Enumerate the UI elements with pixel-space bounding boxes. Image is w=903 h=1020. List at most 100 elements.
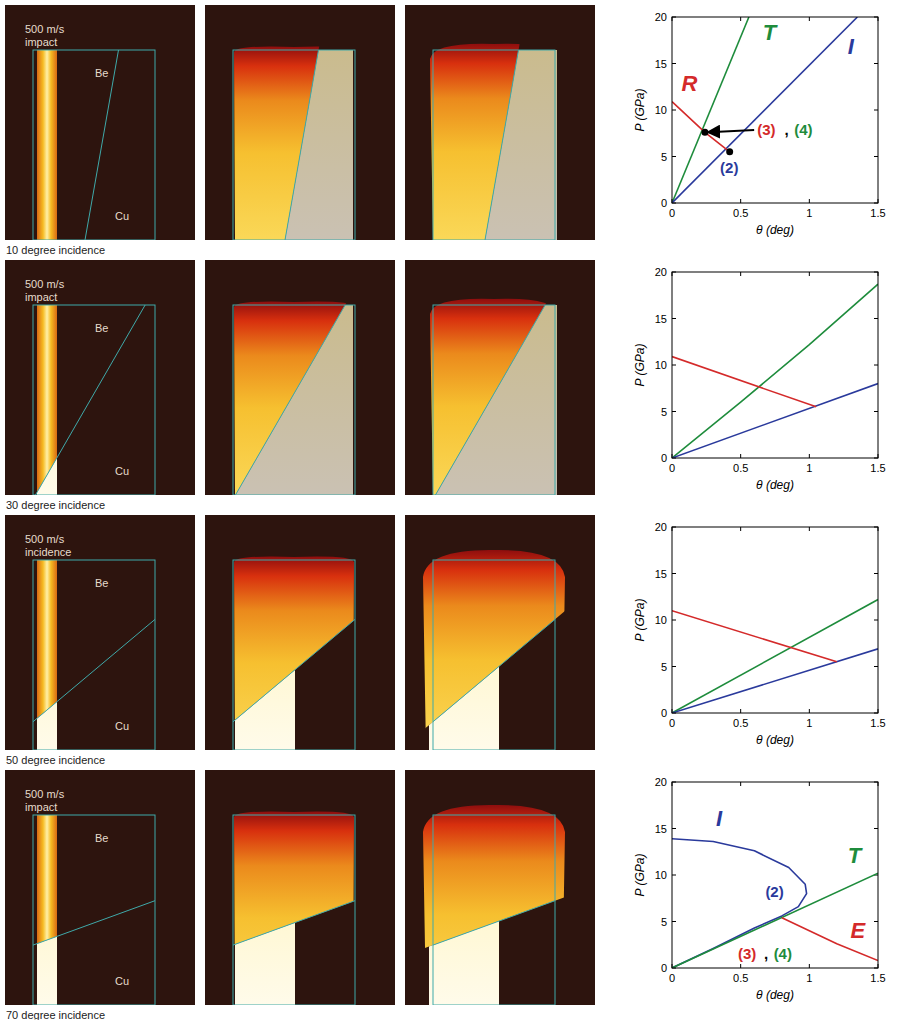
- cu-region: [37, 560, 57, 750]
- y-tick: [874, 411, 878, 412]
- y-tick-label: 10: [655, 104, 667, 116]
- x-tick: [809, 964, 810, 968]
- y-tick-label: 20: [655, 11, 667, 23]
- annotation: (3): [738, 945, 756, 962]
- y-tick: [672, 875, 676, 876]
- mode-label: impact: [25, 36, 57, 48]
- target-outline: [33, 305, 155, 495]
- interface-line: [233, 305, 355, 495]
- y-tick: [874, 365, 878, 366]
- y-tick: [672, 666, 676, 667]
- simulation-panel: [205, 770, 395, 1005]
- data-layer: [672, 17, 857, 203]
- chart: 00.511.505101520θ (deg)P (GPa): [633, 266, 886, 492]
- series-line: [672, 873, 878, 968]
- x-tick: [740, 199, 741, 203]
- y-tick: [672, 365, 676, 366]
- cu-region: [235, 815, 295, 1005]
- x-tick-label: 0.5: [733, 717, 748, 729]
- x-tick-label: 0.5: [733, 207, 748, 219]
- y-tick: [874, 156, 878, 157]
- y-tick-label: 5: [661, 916, 667, 928]
- annotation: T: [848, 843, 863, 868]
- y-tick-label: 0: [661, 707, 667, 719]
- speed-label: 500 m/s: [25, 23, 65, 35]
- panel-background: [205, 770, 395, 1005]
- plot-area: [672, 17, 878, 203]
- caption: 30 degree incidence: [6, 499, 105, 511]
- interface-line: [433, 815, 555, 1005]
- target-outline: [33, 50, 155, 240]
- material-label: Cu: [115, 975, 129, 987]
- be-region: [234, 47, 354, 240]
- series-line: [672, 357, 816, 407]
- material-label: Be: [95, 67, 108, 79]
- jet-column-cu: [37, 815, 57, 1005]
- y-tick: [874, 620, 878, 621]
- x-tick: [809, 709, 810, 713]
- be-region: [423, 550, 565, 750]
- jet-column: [37, 560, 57, 750]
- y-axis-title: P (GPa): [633, 854, 647, 897]
- interface-line: [33, 815, 155, 1005]
- y-tick: [672, 411, 676, 412]
- shocked-region: [234, 47, 354, 240]
- mode-label: impact: [25, 801, 57, 813]
- panel-background: [205, 515, 395, 750]
- interface-line: [33, 50, 154, 240]
- shocked-region-cu: [235, 50, 353, 240]
- jet-column-cu: [37, 560, 57, 750]
- x-tick-label: 0.5: [733, 462, 748, 474]
- y-tick: [672, 110, 676, 111]
- shocked-region-cu: [235, 560, 295, 750]
- material-label: Be: [95, 577, 108, 589]
- annotation: ,: [785, 121, 789, 138]
- simulation-panel: [205, 260, 395, 495]
- simulation-panel: [405, 515, 595, 750]
- y-tick: [874, 921, 878, 922]
- cu-region: [429, 560, 499, 750]
- y-tick-label: 15: [655, 568, 667, 580]
- data-layer: [672, 284, 878, 458]
- y-tick-label: 0: [661, 962, 667, 974]
- annotation-arrow: [709, 130, 754, 132]
- x-tick: [809, 17, 810, 21]
- series-line: [672, 102, 730, 152]
- x-tick: [809, 454, 810, 458]
- plot-area: [672, 272, 878, 458]
- annotation: (4): [794, 121, 812, 138]
- material-label: Cu: [115, 720, 129, 732]
- interface-line: [233, 50, 354, 240]
- annotation: T: [763, 20, 778, 45]
- chart: 00.511.505101520θ (deg)P (GPa): [633, 521, 886, 747]
- simulation-panel: [205, 515, 395, 750]
- y-tick-label: 0: [661, 452, 667, 464]
- y-tick-label: 5: [661, 151, 667, 163]
- jet-column: [37, 50, 57, 240]
- annotation: I: [716, 806, 723, 831]
- panel-background: [5, 770, 195, 1005]
- data-layer: [672, 839, 878, 968]
- y-tick-label: 15: [655, 313, 667, 325]
- series-line: [672, 284, 878, 458]
- plot-frame: [672, 272, 878, 458]
- series-line: [672, 384, 878, 458]
- annotation: ,: [764, 945, 768, 962]
- x-axis-title: θ (deg): [756, 733, 794, 747]
- be-region: [37, 560, 57, 750]
- x-tick: [809, 272, 810, 276]
- y-tick: [874, 318, 878, 319]
- x-axis-title: θ (deg): [756, 223, 794, 237]
- shocked-region-cu: [429, 560, 499, 750]
- cu-region: [433, 50, 557, 240]
- y-tick: [672, 318, 676, 319]
- interface-line: [233, 560, 355, 750]
- mode-label: incidence: [25, 546, 71, 558]
- shocked-region-cu: [235, 815, 295, 1005]
- plot-area: [672, 527, 878, 713]
- y-tick: [672, 63, 676, 64]
- y-tick: [672, 828, 676, 829]
- shocked-region-cu: [235, 305, 353, 495]
- x-tick: [809, 527, 810, 531]
- x-tick-label: 1: [806, 462, 812, 474]
